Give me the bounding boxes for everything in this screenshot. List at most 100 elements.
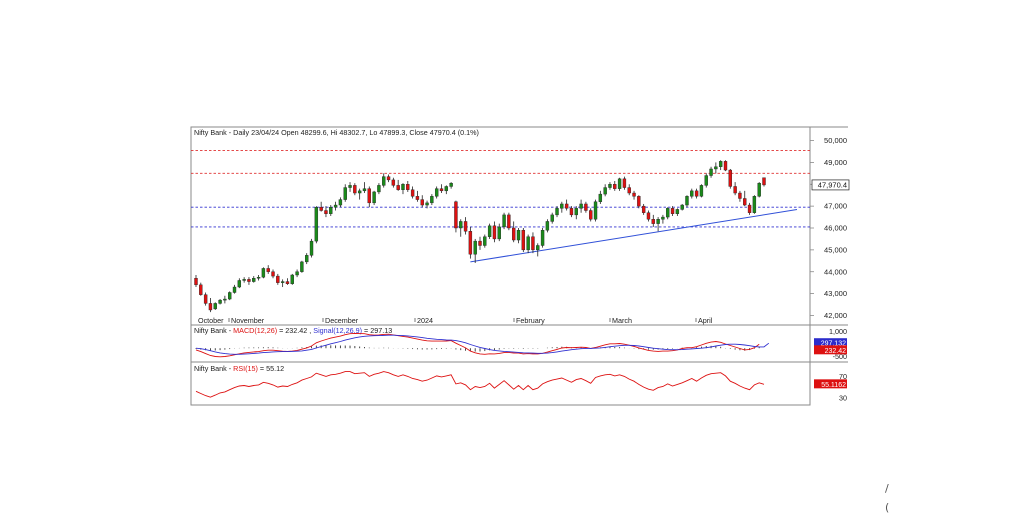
month-label: October — [198, 316, 224, 325]
macd-legend-signal-value: 297.13 — [370, 326, 392, 335]
last-price-tag — [811, 179, 850, 191]
candle-up — [314, 207, 319, 242]
candle-down — [276, 275, 280, 283]
candle-up — [555, 208, 559, 216]
price-tick-label: 44,000 — [824, 267, 847, 276]
candle-up — [680, 204, 684, 210]
month-label: February — [516, 316, 545, 325]
candle-up — [218, 299, 222, 304]
candle-down — [478, 240, 482, 246]
candle-up — [516, 229, 521, 241]
candle-down — [589, 210, 593, 220]
candle-up — [574, 208, 578, 216]
candle-up — [699, 185, 704, 197]
candle-up — [685, 196, 689, 206]
candle-down — [564, 203, 569, 209]
candle-up — [579, 203, 583, 209]
candle-down — [410, 189, 415, 197]
rsi-legend: Nifty Bank - RSI(15) = 55.12 — [194, 364, 284, 373]
candle-up — [752, 196, 757, 213]
candle-down — [733, 186, 737, 194]
candle-up — [459, 221, 463, 229]
candle-up — [502, 214, 506, 228]
macd-tick-label: -500 — [833, 352, 847, 361]
candle-down — [762, 177, 766, 186]
candle-up — [714, 166, 718, 170]
candle-up — [526, 236, 530, 251]
rsi-tick-label: 30 — [839, 393, 847, 402]
candle-up — [617, 178, 622, 189]
candle-down — [584, 203, 588, 211]
candle-down — [406, 184, 410, 190]
candle-down — [747, 204, 752, 213]
macd-legend: Nifty Bank - MACD(12,26) = 232.42 , Sign… — [194, 326, 392, 335]
macd-legend-macd-value: 232.42 — [285, 326, 307, 335]
price-tick-label: 42,000 — [824, 311, 847, 320]
candle-up — [661, 216, 665, 220]
candle-up — [675, 209, 680, 214]
candle-up — [449, 182, 453, 187]
candle-down — [285, 281, 290, 284]
candle-down — [512, 227, 516, 241]
month-label: March — [612, 316, 632, 325]
candle-up — [338, 199, 343, 206]
candle-up — [718, 161, 723, 167]
rsi-value-tag — [814, 379, 847, 389]
candle-up — [242, 279, 246, 281]
candle-down — [194, 278, 198, 286]
candle-up — [329, 207, 333, 214]
candle-down — [637, 196, 641, 207]
candle-down — [723, 161, 728, 171]
candle-up — [357, 190, 362, 194]
signal-value-tag — [814, 338, 847, 348]
candle-up — [540, 229, 545, 246]
stray-slash-mark: / — [885, 482, 889, 495]
price-panel-title: Nifty Bank - Daily 23/04/24 Open 48299.6… — [194, 128, 479, 137]
rsi-line — [195, 371, 765, 398]
price-tick-label: 43,000 — [824, 289, 847, 298]
macd-value-label: 232.42 — [825, 348, 847, 355]
candle-down — [367, 188, 371, 204]
candle-up — [333, 204, 338, 208]
candle-up — [401, 184, 405, 190]
candle-up — [690, 190, 694, 197]
candle-down — [646, 212, 651, 220]
rsi-tick-label: 70 — [839, 372, 847, 381]
candle-down — [319, 207, 323, 211]
candle-up — [473, 240, 477, 255]
candle-up — [309, 240, 314, 256]
candle-up — [757, 182, 761, 197]
candle-down — [627, 187, 631, 194]
candle-up — [382, 176, 386, 186]
rsi-value-label: 55.1162 — [821, 382, 846, 389]
candle-up — [598, 193, 603, 202]
candle-up — [261, 268, 266, 278]
price-tick-label: 45,000 — [824, 245, 847, 254]
candle-up — [280, 281, 285, 283]
candle-up — [666, 208, 670, 218]
candle-up — [603, 187, 607, 195]
price-tick-label: 49,000 — [824, 158, 847, 167]
candle-up — [704, 175, 708, 186]
candle-down — [492, 225, 497, 240]
candle-up — [560, 203, 564, 209]
candle-up — [430, 196, 434, 204]
candle-up — [223, 298, 227, 301]
candle-up — [256, 276, 261, 279]
candle-down — [208, 303, 213, 311]
candle-up — [425, 202, 429, 206]
candle-up — [497, 226, 501, 240]
candle-up — [434, 188, 439, 197]
month-label: April — [698, 316, 713, 325]
candle-up — [213, 303, 217, 310]
candle-down — [743, 198, 747, 206]
candle-down — [651, 219, 655, 224]
candle-up — [444, 186, 448, 192]
candle-up — [656, 219, 660, 224]
candle-up — [608, 184, 612, 188]
candle-up — [232, 286, 237, 293]
candle-down — [738, 192, 742, 199]
macd-legend-signal: Signal(12,26,9) — [313, 326, 362, 335]
rsi-legend-name: Nifty Bank — [194, 364, 227, 373]
